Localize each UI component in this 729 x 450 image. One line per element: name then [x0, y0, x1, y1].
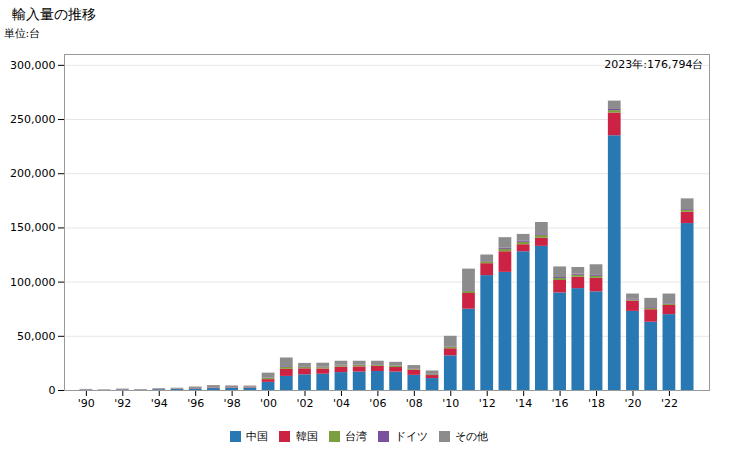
- svg-text:200,000: 200,000: [10, 167, 56, 180]
- svg-text:'02: '02: [296, 397, 313, 410]
- svg-text:'04: '04: [333, 397, 350, 410]
- svg-text:'08: '08: [406, 397, 423, 410]
- svg-text:150,000: 150,000: [10, 221, 56, 234]
- svg-text:300,000: 300,000: [10, 59, 56, 72]
- svg-text:'18: '18: [588, 397, 605, 410]
- html-text:台湾: 台湾: [345, 430, 368, 443]
- html-text:ドイツ: ドイツ: [394, 430, 428, 443]
- svg-text:'12: '12: [479, 397, 496, 410]
- svg-text:'92: '92: [114, 397, 131, 410]
- svg-text:'10: '10: [442, 397, 459, 410]
- svg-text:'20: '20: [624, 397, 641, 410]
- svg-text:'00: '00: [260, 397, 277, 410]
- svg-text:50,000: 50,000: [17, 330, 56, 343]
- svg-text:2023年:176,794台: 2023年:176,794台: [604, 58, 703, 71]
- html-text:韓国: 韓国: [295, 430, 318, 443]
- svg-text:'90: '90: [78, 397, 95, 410]
- svg-text:'98: '98: [224, 397, 241, 410]
- svg-text:単位:台: 単位:台: [4, 27, 41, 40]
- html-text:輸入量の推移: 輸入量の推移: [12, 6, 96, 22]
- svg-text:'14: '14: [515, 397, 532, 410]
- svg-text:0: 0: [49, 384, 56, 397]
- svg-text:250,000: 250,000: [10, 113, 56, 126]
- html-text:その他: その他: [455, 430, 489, 443]
- html-text:中国: 中国: [246, 430, 269, 443]
- svg-text:'16: '16: [552, 397, 569, 410]
- svg-text:'94: '94: [151, 397, 168, 410]
- svg-text:'96: '96: [187, 397, 204, 410]
- svg-text:100,000: 100,000: [10, 276, 56, 289]
- svg-text:'22: '22: [661, 397, 678, 410]
- svg-text:'06: '06: [369, 397, 386, 410]
